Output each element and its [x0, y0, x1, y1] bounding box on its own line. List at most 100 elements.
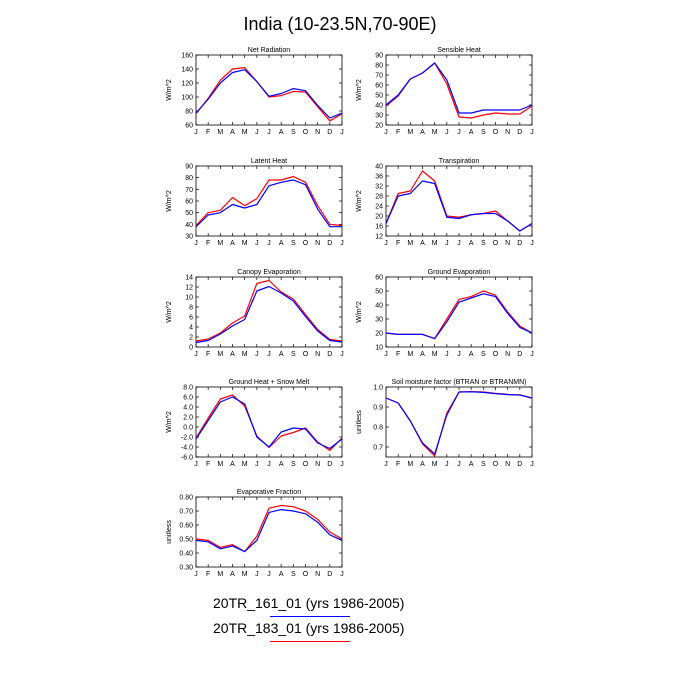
x-tick-label: S [291, 351, 296, 358]
x-tick-label: J [457, 129, 461, 136]
x-tick-label: O [303, 240, 309, 247]
x-tick-label: A [469, 351, 474, 358]
x-tick-label: J [530, 461, 534, 468]
y-tick-label: 0 [189, 345, 193, 352]
y-tick-label: 0.0 [183, 425, 193, 432]
y-tick-label: 30 [185, 234, 193, 241]
x-tick-label: J [255, 571, 259, 578]
y-tick-label: 10 [185, 295, 193, 302]
x-tick-label: J [194, 571, 198, 578]
x-tick-label: J [340, 461, 344, 468]
x-tick-label: J [384, 129, 388, 136]
x-tick-label: F [396, 129, 400, 136]
x-tick-label: M [242, 461, 248, 468]
x-tick-label: S [481, 351, 486, 358]
x-tick-label: J [255, 240, 259, 247]
y-tick-label: 40 [185, 222, 193, 229]
x-tick-label: F [206, 351, 210, 358]
x-tick-label: M [407, 461, 413, 468]
x-tick-label: O [303, 129, 309, 136]
x-tick-label: A [230, 240, 235, 247]
y-tick-label: 0.50 [179, 537, 193, 544]
y-tick-label: 4.0 [183, 405, 193, 412]
legend-line-1 [270, 616, 350, 617]
series-line-2 [195, 69, 343, 119]
y-axis-label: W/m^2 [356, 79, 363, 101]
x-tick-label: J [457, 461, 461, 468]
y-tick-label: 20 [375, 331, 383, 338]
x-tick-label: A [279, 240, 284, 247]
legend-label-1: 20TR_161_01 (yrs 1986-2005) [213, 595, 405, 611]
x-tick-label: J [267, 351, 271, 358]
y-tick-label: 30 [375, 113, 383, 120]
y-tick-label: 0.80 [179, 495, 193, 502]
x-tick-label: D [517, 240, 522, 247]
series-line-2 [385, 391, 533, 455]
x-tick-label: J [255, 351, 259, 358]
y-tick-label: 1.0 [373, 385, 383, 392]
y-tick-label: 4 [189, 325, 193, 332]
y-tick-label: -6.0 [181, 455, 193, 462]
panel-title: Net Radiation [248, 47, 291, 54]
x-tick-label: D [327, 240, 332, 247]
x-tick-label: A [279, 129, 284, 136]
x-tick-label: A [420, 461, 425, 468]
y-tick-label: 8 [189, 305, 193, 312]
x-tick-label: A [230, 571, 235, 578]
y-axis-label: W/m^2 [356, 190, 363, 212]
panel-title: Sensible Heat [437, 47, 481, 54]
x-tick-label: O [303, 351, 309, 358]
x-tick-label: A [420, 240, 425, 247]
y-tick-label: 12 [185, 285, 193, 292]
y-tick-label: 80 [185, 175, 193, 182]
x-tick-label: M [242, 240, 248, 247]
series-line-2 [195, 179, 342, 228]
y-tick-label: 10 [375, 345, 383, 352]
x-tick-label: S [481, 240, 486, 247]
y-axis-label: W/m^2 [166, 301, 173, 323]
x-tick-label: D [517, 461, 522, 468]
x-tick-label: J [267, 571, 271, 578]
x-tick-label: J [194, 461, 198, 468]
x-tick-label: D [327, 571, 332, 578]
x-tick-label: M [432, 351, 438, 358]
x-tick-label: J [340, 571, 344, 578]
x-tick-label: S [481, 461, 486, 468]
series-line-1 [385, 170, 533, 232]
y-tick-label: 40 [375, 164, 383, 171]
x-tick-label: S [291, 571, 296, 578]
y-axis-label: W/m^2 [166, 190, 173, 212]
x-tick-label: M [217, 571, 223, 578]
x-tick-label: M [432, 129, 438, 136]
x-tick-label: J [194, 129, 198, 136]
y-tick-label: 0.40 [179, 551, 193, 558]
x-tick-label: A [420, 351, 425, 358]
x-tick-label: J [340, 351, 344, 358]
x-tick-label: S [481, 129, 486, 136]
y-tick-label: 50 [375, 289, 383, 296]
y-tick-label: -2.0 [181, 435, 193, 442]
x-tick-label: J [194, 240, 198, 247]
x-tick-label: N [315, 351, 320, 358]
y-tick-label: 0.9 [373, 405, 383, 412]
x-tick-label: J [340, 240, 344, 247]
panel-title: Latent Heat [251, 158, 287, 165]
y-tick-label: 60 [185, 123, 193, 130]
y-tick-label: 20 [375, 214, 383, 221]
plot-frame [385, 386, 533, 458]
legend-label-2: 20TR_183_01 (yrs 1986-2005) [213, 620, 405, 636]
x-tick-label: M [407, 351, 413, 358]
x-tick-label: A [279, 461, 284, 468]
x-tick-label: N [505, 461, 510, 468]
x-tick-label: A [469, 461, 474, 468]
x-tick-label: J [457, 240, 461, 247]
x-tick-label: J [445, 351, 449, 358]
y-axis-label: W/m^2 [166, 79, 173, 101]
plot-frame [195, 165, 343, 237]
panel-title: Transpiration [439, 158, 480, 165]
x-tick-label: J [384, 240, 388, 247]
x-tick-label: N [505, 129, 510, 136]
x-tick-label: J [255, 129, 259, 136]
